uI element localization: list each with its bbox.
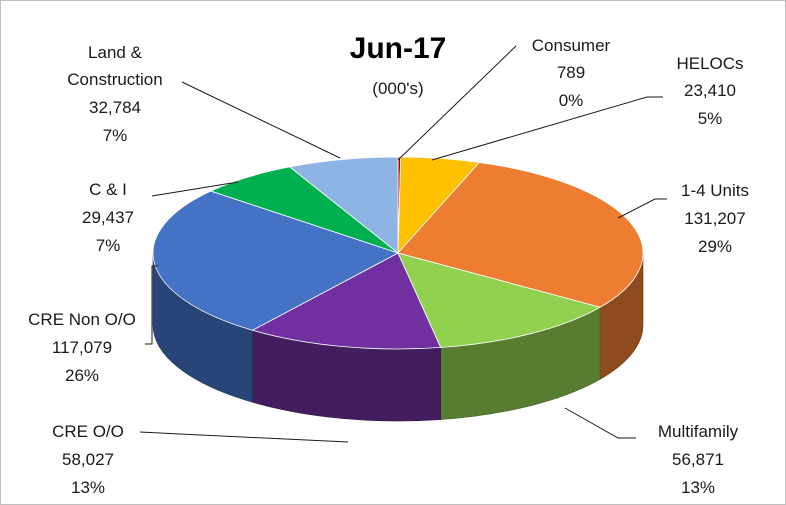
data-label-c-and-i-percent: 7%: [96, 236, 121, 255]
pie-slice-multifamily: [397, 252, 602, 348]
data-label-cre-oo-name: CRE O/O: [52, 422, 124, 441]
data-label-cre-oo-value: 58,027: [62, 450, 114, 469]
leader-helocs: [431, 96, 663, 161]
chart-subtitle: (000's): [372, 79, 423, 98]
data-label-helocs-percent: 5%: [698, 109, 723, 128]
chart-title: Jun-17: [350, 32, 447, 65]
data-label-cre-non-oo-value: 117,079: [52, 338, 112, 357]
data-label-1-4-units-name: 1-4 Units: [681, 181, 749, 200]
data-label-land-construction-percent: 7%: [103, 126, 128, 145]
data-label-c-and-i-value: 29,437: [82, 208, 134, 227]
data-label-helocs-value: 23,410: [684, 81, 736, 100]
leader-cre-oo: [139, 431, 349, 443]
data-label-consumer-percent: 0%: [559, 91, 584, 110]
data-label-multifamily-percent: 13%: [681, 478, 715, 497]
pie-sides: [152, 252, 644, 422]
pie-slice-cre-o-o: [251, 252, 442, 350]
leader-multifamily: [564, 407, 636, 439]
data-label-cre-non-oo-percent: 26%: [65, 366, 99, 385]
pie-slice-cre-non-o-o: [152, 190, 400, 331]
data-label-1-4-units-percent: 29%: [698, 237, 732, 256]
leader-consumer: [397, 45, 517, 161]
data-label-land-construction-value: 32,784: [89, 98, 141, 117]
leader-lines: [139, 45, 667, 443]
pie-tops: [152, 156, 644, 350]
data-label-cre-oo-percent: 13%: [71, 478, 105, 497]
pie-slice-1-4-units: [397, 162, 644, 308]
data-label-helocs-name: HELOCs: [676, 54, 743, 73]
leader-c-and-i: [151, 181, 239, 197]
data-label-cre-non-oo-name: CRE Non O/O: [28, 310, 136, 329]
data-label-multifamily-name: Multifamily: [658, 422, 739, 441]
data-label-land-construction-name-line2: Construction: [67, 70, 162, 89]
data-label-consumer-name: Consumer: [532, 36, 611, 55]
data-label-1-4-units-value: 131,207: [684, 209, 745, 228]
data-label-land-construction-name-line1: Land &: [88, 43, 143, 62]
leader-1-4-units: [617, 198, 667, 219]
data-label-c-and-i-name: C & I: [89, 180, 127, 199]
data-label-consumer-value: 789: [557, 63, 585, 82]
leader-land-construction: [181, 81, 341, 159]
data-label-multifamily-value: 56,871: [672, 450, 724, 469]
pie-slice-land-construction: [288, 156, 399, 254]
leader-cre-non-oo: [145, 265, 158, 345]
